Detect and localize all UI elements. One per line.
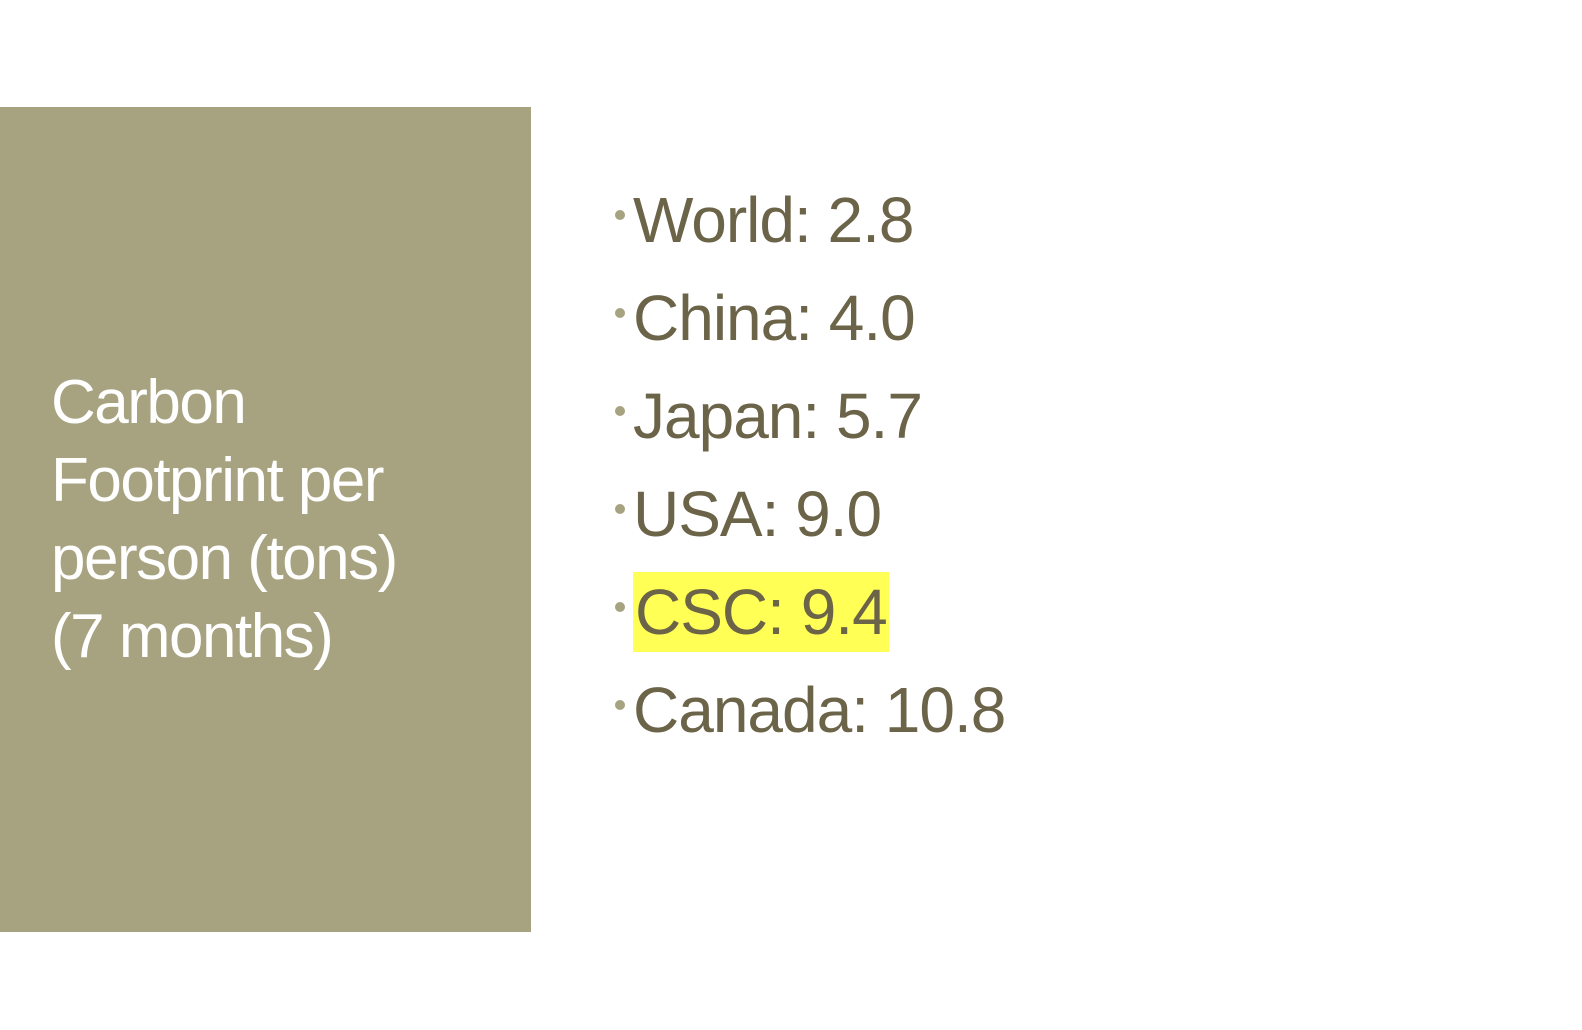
list-item-highlighted: CSC: 9.4 — [615, 572, 1005, 670]
list-item: World: 2.8 — [615, 180, 1005, 278]
slide-title-line: Footprint per — [51, 446, 385, 515]
bullet-icon — [615, 308, 625, 318]
bullet-list: World: 2.8 China: 4.0 Japan: 5.7 USA: 9.… — [615, 180, 1006, 768]
list-item: Japan: 5.7 — [615, 376, 1005, 474]
bullet-text: CSC: 9.4 — [633, 572, 889, 652]
bullet-icon — [615, 504, 625, 514]
bullet-icon — [615, 700, 625, 710]
slide-title-line: Carbon — [51, 368, 247, 437]
bullet-icon — [615, 210, 625, 220]
list-item: China: 4.0 — [615, 278, 1005, 376]
bullet-icon — [615, 602, 625, 612]
title-panel — [0, 107, 531, 932]
bullet-icon — [615, 406, 625, 416]
list-item: USA: 9.0 — [615, 474, 1005, 572]
list-item: Canada: 10.8 — [615, 670, 1006, 768]
bullet-text: World: 2.8 — [633, 184, 914, 256]
bullet-text: USA: 9.0 — [633, 478, 882, 550]
bullet-text: Japan: 5.7 — [633, 380, 923, 452]
slide-title-line: (7 months) — [51, 602, 334, 671]
slide-title-line: person (tons) — [51, 524, 398, 593]
bullet-text: Canada: 10.8 — [633, 674, 1006, 746]
bullet-text: China: 4.0 — [633, 282, 916, 354]
slide-title: Carbon Footprint per person (tons) (7 mo… — [51, 364, 511, 676]
